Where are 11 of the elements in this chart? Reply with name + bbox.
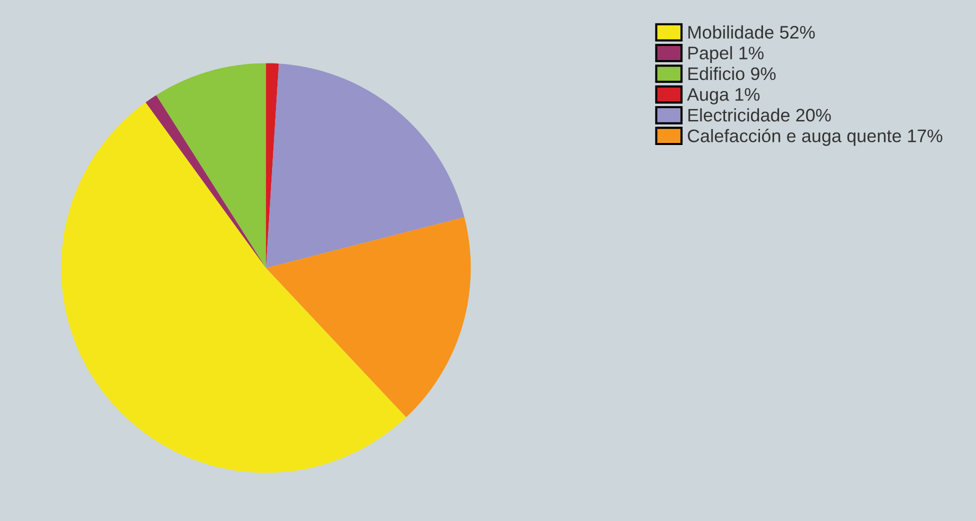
legend-label: Mobilidade 52%: [688, 25, 815, 39]
pie-slice: [61, 102, 406, 473]
pie-slice: [156, 63, 266, 268]
pie-slice: [266, 64, 464, 268]
legend-label: Papel 1%: [688, 46, 764, 63]
legend-label: Calefacción e auga quente 17%: [688, 128, 942, 146]
legend-label: Auga 1%: [686, 88, 760, 104]
pie-slice: [146, 95, 266, 268]
pie-slice: [266, 217, 471, 418]
legend-label: Electricidade 20%: [688, 108, 831, 122]
legend-label: Edificio 9%: [688, 66, 776, 80]
